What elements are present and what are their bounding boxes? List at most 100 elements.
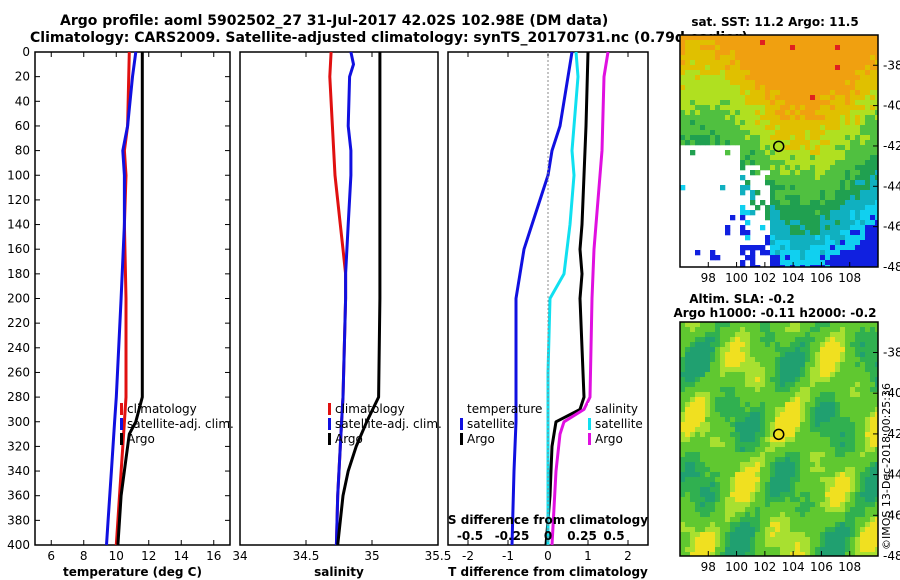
legend-label: temperature — [467, 402, 542, 416]
header-line-2: Climatology: CARS2009. Satellite-adjuste… — [30, 30, 748, 46]
x-tick-label: -2 — [462, 549, 474, 563]
imos-credit: ©IMOS 13-Dec-2018 00:25:36 — [880, 383, 893, 550]
x-tick-label: 34 — [232, 549, 247, 563]
s-diff-tick-label: 0.5 — [603, 529, 624, 543]
y-tick-label: 220 — [7, 316, 30, 330]
sla-map-panel: 98 100 102 104 106 108 -38 -40 -42 -44 -46 -48 Altim… — [673, 292, 900, 574]
y-tick-label: -40 — [883, 386, 900, 400]
legend-label: satellite-adj. clim. — [127, 417, 234, 431]
map-cells — [680, 35, 878, 267]
x-tick-label: 0 — [544, 549, 552, 563]
y-tick-label: 380 — [7, 513, 30, 527]
header-line-1: Argo profile: aoml 5902502_27 31-Jul-201… — [60, 13, 608, 29]
series-line-satellite-adj-clim- — [334, 51, 355, 546]
legend-swatch — [120, 433, 123, 445]
y-tick-label: 140 — [7, 218, 30, 232]
y-tick-label: -46 — [883, 508, 900, 522]
legend-label: Argo — [127, 432, 155, 446]
y-tick-label: 120 — [7, 193, 30, 207]
y-tick-label: 40 — [15, 94, 30, 108]
y-tick-label: 400 — [7, 538, 30, 552]
legend-swatch — [460, 403, 463, 415]
x-tick-label: 14 — [174, 549, 189, 563]
x-tick-label: 104 — [782, 271, 805, 285]
s-diff-axis-label: S difference from climatology — [448, 513, 648, 527]
y-tick-label: 60 — [15, 119, 30, 133]
sst-title: sat. SST: 11.2 Argo: 11.5 — [691, 15, 858, 29]
y-tick-label: -48 — [883, 260, 900, 274]
y-tick-label: -48 — [883, 549, 900, 563]
legend-swatch — [328, 403, 331, 415]
x-tick-label: 106 — [810, 560, 833, 574]
x-tick-label: 16 — [206, 549, 221, 563]
legend-label: climatology — [335, 402, 405, 416]
series-line-t-argo — [544, 51, 590, 546]
series-line-satellite-adj-clim- — [105, 51, 138, 546]
y-tick-label: -38 — [883, 58, 900, 72]
plot-frame — [34, 51, 231, 546]
sla-title: Altim. SLA: -0.2 — [689, 292, 795, 306]
s-diff-tick-label: 0 — [544, 529, 552, 543]
y-tick-label: 180 — [7, 267, 30, 281]
y-tick-label: -44 — [883, 179, 900, 193]
x-tick-label: 100 — [725, 560, 748, 574]
x-tick-label: 35 — [364, 549, 379, 563]
x-tick-label: 98 — [701, 560, 716, 574]
y-tick-label: -40 — [883, 99, 900, 113]
y-tick-label: 100 — [7, 168, 30, 182]
y-tick-label: 300 — [7, 415, 30, 429]
y-tick-label: 260 — [7, 365, 30, 379]
legend-swatch — [460, 418, 463, 430]
x-tick-label: 98 — [701, 271, 716, 285]
map-frame — [679, 34, 879, 268]
x-axis-label: temperature (deg C) — [63, 565, 202, 579]
y-tick-label: 80 — [15, 144, 30, 158]
y-tick-label: -42 — [883, 139, 900, 153]
series-line-argo — [116, 52, 144, 546]
x-tick-label: 6 — [47, 549, 55, 563]
x-tick-label: 34.5 — [293, 549, 320, 563]
x-tick-label: 108 — [838, 271, 861, 285]
x-tick-label: 1 — [584, 549, 592, 563]
legend-swatch — [120, 418, 123, 430]
x-tick-label: 10 — [109, 549, 124, 563]
s-diff-tick-label: -0.25 — [495, 529, 530, 543]
series-line-t-satellite — [510, 51, 574, 546]
s-diff-tick-label: 0.25 — [567, 529, 597, 543]
x-tick-label: 102 — [753, 560, 776, 574]
legend-swatch — [588, 418, 591, 430]
legend-label: Argo — [595, 432, 623, 446]
x-tick-label: 12 — [141, 549, 156, 563]
legend-label: salinity — [595, 402, 638, 416]
legend-label: climatology — [127, 402, 197, 416]
y-tick-label: 200 — [7, 292, 30, 306]
y-tick-label: -46 — [883, 220, 900, 234]
x-tick-label: 100 — [725, 271, 748, 285]
difference-panel: -2 -1 0 1 2 T difference from climatology temp… — [447, 51, 649, 579]
legend-label: satellite-adj. clim. — [335, 417, 442, 431]
legend-label: Argo — [335, 432, 363, 446]
s-diff-tick-label: -0.5 — [457, 529, 483, 543]
legend-label: satellite — [595, 417, 643, 431]
x-tick-label: -1 — [502, 549, 514, 563]
y-tick-label: 280 — [7, 390, 30, 404]
legend-label: Argo — [467, 432, 495, 446]
series-line-s-argo — [550, 51, 610, 546]
y-tick-label: 20 — [15, 70, 30, 84]
legend-swatch — [460, 433, 463, 445]
y-tick-label: 240 — [7, 341, 30, 355]
sst-map-panel: 98 100 102 104 106 108 -38 -40 -42 -44 -46 -48 sat. … — [679, 15, 900, 285]
temperature-panel: 0 20 40 60 80 100 120 140 160 180 200 220 240 260 280 3… — [7, 45, 234, 579]
legend-swatch — [588, 433, 591, 445]
legend-swatch — [328, 433, 331, 445]
y-tick-label: -42 — [883, 427, 900, 441]
y-tick-label: 0 — [22, 45, 30, 59]
argo-position-marker — [772, 140, 785, 153]
series-line-argo — [336, 52, 382, 546]
y-tick-label: 320 — [7, 439, 30, 453]
x-axis-label: salinity — [314, 565, 364, 579]
x-axis-label: T difference from climatology — [448, 565, 648, 579]
x-tick-label: 35.5 — [425, 549, 452, 563]
y-tick-label: -38 — [883, 346, 900, 360]
series-line-s-satellite — [546, 51, 580, 545]
